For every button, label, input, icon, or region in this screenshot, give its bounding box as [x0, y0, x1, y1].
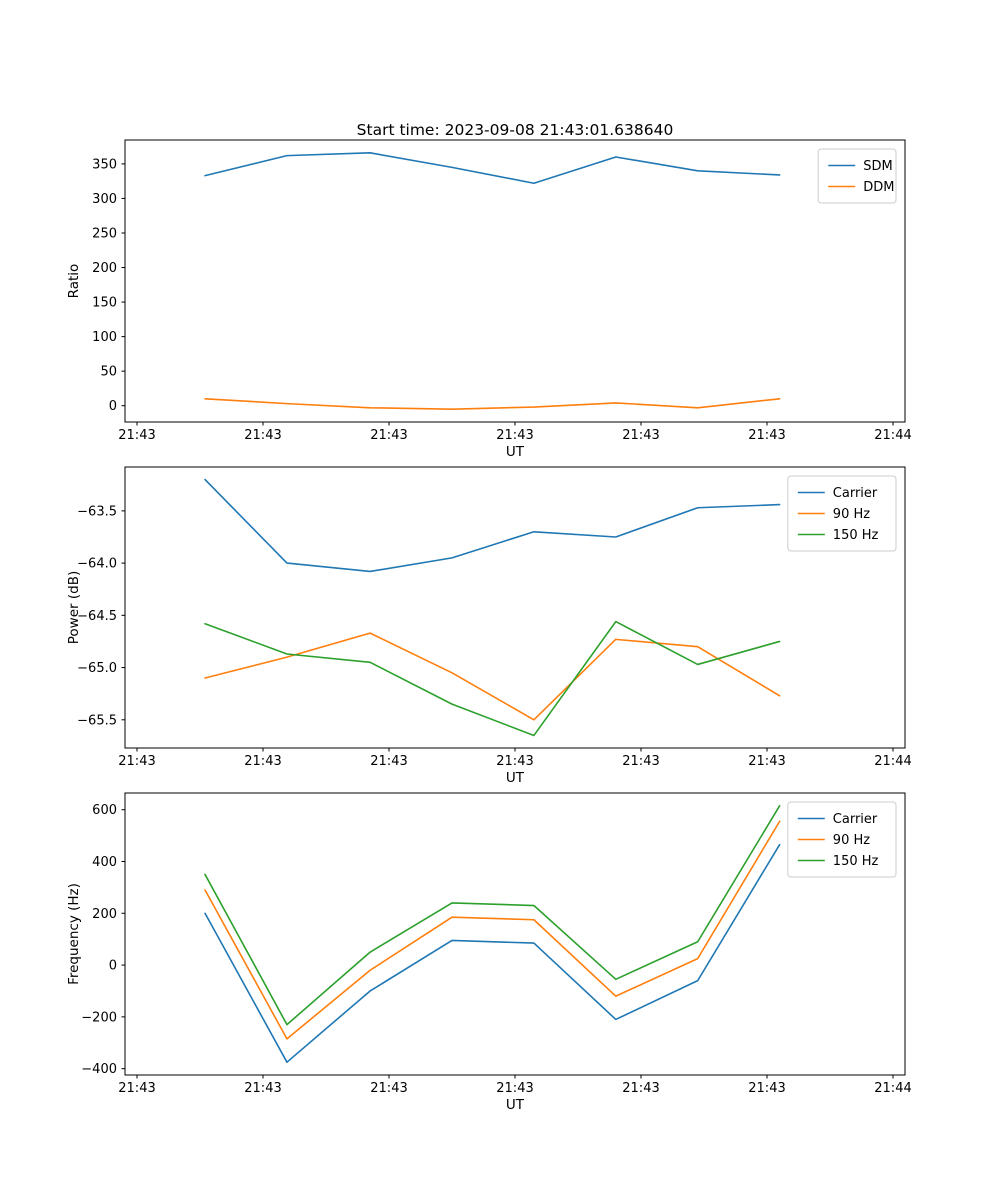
- legend-label: 90 Hz: [833, 507, 870, 522]
- y-tick-label: 350: [92, 157, 117, 172]
- legend-label: SDM: [863, 159, 892, 174]
- x-tick-label: 21:43: [496, 428, 533, 443]
- x-tick-label: 21:43: [496, 1081, 533, 1096]
- legend: Carrier 90 Hz 150 Hz: [787, 801, 897, 878]
- x-tick-label: 21:44: [874, 754, 911, 769]
- figure-title: Start time: 2023-09-08 21:43:01.638640: [356, 121, 674, 139]
- y-tick-label: 200: [92, 261, 117, 276]
- x-tick-label: 21:43: [244, 754, 281, 769]
- power-chart: 21:43 21:43 21:43 21:43 21:43 21:43 21:44 −63.5…: [66, 466, 912, 786]
- series-line-90-hz: [204, 820, 781, 1040]
- y-tick-label: −200: [81, 1010, 117, 1025]
- x-tick-label: 21:43: [496, 754, 533, 769]
- series-line-150-hz: [204, 620, 781, 737]
- legend-label: 90 Hz: [833, 833, 870, 848]
- x-axis-label: UT: [506, 770, 525, 786]
- y-tick-label: −63.5: [77, 504, 117, 519]
- plot-frame: [124, 139, 906, 423]
- legend-box: [817, 148, 897, 204]
- x-tick-label: 21:43: [370, 428, 407, 443]
- y-tick-label: −65.0: [77, 661, 117, 676]
- x-tick-label: 21:43: [622, 754, 659, 769]
- x-tick-label: 21:43: [370, 1081, 407, 1096]
- x-tick-label: 21:43: [370, 754, 407, 769]
- series-line-150-hz: [204, 805, 781, 1026]
- legend-label: Carrier: [833, 486, 878, 501]
- y-tick-label: 600: [92, 803, 117, 818]
- x-axis-label: UT: [506, 444, 525, 460]
- x-tick-label: 21:43: [244, 428, 281, 443]
- x-tick-label: 21:43: [748, 754, 785, 769]
- y-tick-label: 100: [92, 330, 117, 345]
- series-line-90-hz: [204, 632, 781, 721]
- legend-label: DDM: [863, 180, 894, 195]
- y-tick-label: 200: [92, 907, 117, 922]
- y-tick-label: −400: [81, 1062, 117, 1077]
- frequency-chart: 21:43 21:43 21:43 21:43 21:43 21:43 21:44 −400 −…: [66, 792, 912, 1113]
- y-axis-label: Power (dB): [66, 571, 82, 644]
- y-axis-label: Ratio: [66, 264, 82, 299]
- legend: SDM DDM: [817, 148, 897, 204]
- series-line-carrier: [204, 478, 781, 573]
- legend-label: 150 Hz: [833, 854, 879, 869]
- y-tick-label: 250: [92, 226, 117, 241]
- legend-box: [787, 801, 897, 878]
- series-line-sdm: [204, 152, 781, 185]
- y-axis-label: Frequency (Hz): [66, 883, 82, 985]
- x-tick-label: 21:43: [622, 1081, 659, 1096]
- x-tick-label: 21:43: [118, 428, 155, 443]
- y-tick-label: 0: [109, 959, 117, 974]
- x-tick-label: 21:43: [244, 1081, 281, 1096]
- x-tick-label: 21:43: [622, 428, 659, 443]
- y-tick-label: 0: [109, 399, 117, 414]
- legend-label: 150 Hz: [833, 528, 879, 543]
- y-tick-label: −65.5: [77, 713, 117, 728]
- y-tick-label: 50: [100, 365, 117, 380]
- y-tick-label: −64.5: [77, 609, 117, 624]
- legend-label: Carrier: [833, 812, 878, 827]
- x-tick-label: 21:43: [748, 428, 785, 443]
- series-line-ddm: [204, 397, 781, 410]
- x-tick-label: 21:43: [118, 754, 155, 769]
- ratio-chart: 21:43 21:43 21:43 21:43 21:43 21:43 21:44 0 50 10…: [66, 139, 912, 460]
- y-tick-label: −64.0: [77, 557, 117, 572]
- x-tick-label: 21:44: [874, 1081, 911, 1096]
- x-tick-label: 21:44: [874, 428, 911, 443]
- x-axis-label: UT: [506, 1097, 525, 1113]
- series-line-carrier: [204, 843, 781, 1063]
- y-tick-label: 400: [92, 855, 117, 870]
- y-tick-label: 150: [92, 296, 117, 311]
- y-tick-label: 300: [92, 192, 117, 207]
- legend-box: [787, 475, 897, 552]
- x-tick-label: 21:43: [748, 1081, 785, 1096]
- x-tick-label: 21:43: [118, 1081, 155, 1096]
- legend: Carrier 90 Hz 150 Hz: [787, 475, 897, 552]
